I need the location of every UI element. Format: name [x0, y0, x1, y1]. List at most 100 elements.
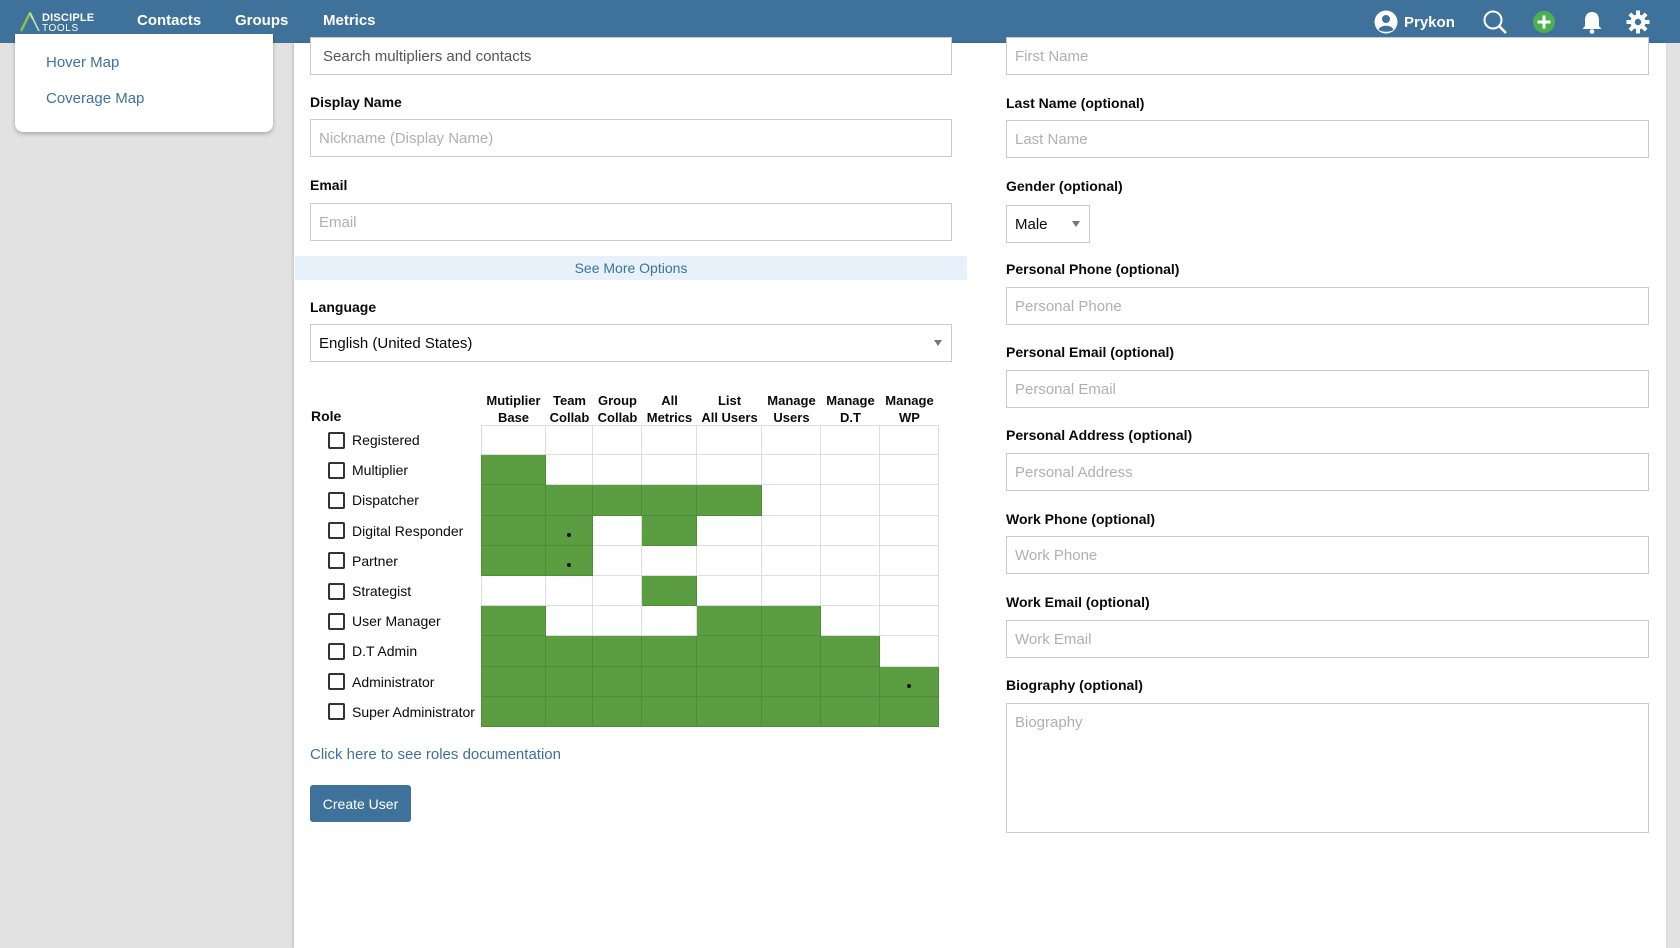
roles-documentation-link[interactable]: Click here to see roles documentation — [310, 746, 561, 763]
role-checkbox[interactable] — [328, 552, 345, 570]
nav-contacts[interactable]: Contacts — [137, 12, 202, 29]
role-checkbox[interactable] — [328, 431, 345, 449]
work-email-input[interactable]: Work Email — [1006, 620, 1649, 658]
role-checkbox[interactable] — [328, 612, 345, 630]
permission-cell — [880, 545, 939, 576]
role-column-header-line: List — [717, 393, 742, 408]
sidebar-item-hover-map[interactable]: Hover Map — [46, 54, 120, 71]
search-icon[interactable] — [1482, 9, 1508, 35]
permission-cell — [821, 696, 880, 727]
permission-cell — [593, 606, 642, 637]
biography-textarea[interactable]: Biography — [1006, 703, 1649, 833]
permission-cell — [880, 696, 939, 727]
permission-cell — [762, 455, 821, 486]
display-name-input[interactable]: Nickname (Display Name) — [310, 119, 952, 157]
permission-cell — [642, 606, 697, 637]
role-checkbox[interactable] — [328, 522, 345, 540]
last-name-label: Last Name (optional) — [1006, 95, 1145, 111]
permission-cell — [593, 425, 642, 456]
work-email-label: Work Email (optional) — [1006, 594, 1150, 610]
disciple-tools-logo[interactable]: DISCIPLE TOOLS — [20, 9, 94, 35]
permission-cell — [642, 696, 697, 727]
permission-cell — [697, 636, 762, 667]
permission-cell — [593, 485, 642, 516]
permission-cell — [697, 576, 762, 607]
role-checkbox[interactable] — [328, 673, 345, 691]
role-name: Multiplier — [352, 462, 409, 479]
permission-cell — [642, 636, 697, 667]
role-name: Strategist — [352, 583, 412, 599]
personal-phone-input[interactable]: Personal Phone — [1006, 287, 1649, 325]
role-column-header-line: Manage — [885, 393, 934, 408]
display-name-label: Display Name — [310, 94, 402, 110]
permission-cell — [697, 666, 762, 697]
permission-cell — [697, 696, 762, 727]
permission-cell — [880, 485, 939, 516]
role-row: Strategist — [328, 576, 411, 606]
permission-cell — [821, 636, 880, 667]
permission-cell — [880, 425, 939, 456]
role-column-header-line: Base — [497, 410, 530, 425]
permission-cell — [762, 485, 821, 516]
role-row: User Manager — [328, 606, 441, 636]
permission-cell — [546, 425, 593, 456]
permission-cell — [880, 515, 939, 546]
permission-cell — [762, 576, 821, 607]
role-checkbox[interactable] — [328, 461, 345, 479]
user-circle-icon — [1374, 10, 1398, 34]
email-input[interactable]: Email — [310, 203, 952, 241]
role-checkbox[interactable] — [328, 491, 345, 509]
permission-cell — [593, 666, 642, 697]
search-input[interactable]: Search multipliers and contacts — [310, 37, 952, 75]
permission-cell — [880, 636, 939, 667]
chevron-down-icon — [934, 340, 942, 346]
role-column-header-line: Group — [598, 393, 637, 408]
gender-select[interactable]: Male — [1006, 205, 1090, 243]
first-name-input[interactable]: First Name — [1006, 37, 1649, 75]
sidebar-item-coverage-map[interactable]: Coverage Map — [46, 90, 145, 107]
permission-cell — [821, 425, 880, 456]
permission-cell — [546, 545, 593, 576]
gear-icon[interactable] — [1625, 9, 1651, 35]
role-column-header: List All Users — [697, 392, 762, 426]
language-select[interactable]: English (United States) — [310, 324, 952, 362]
personal-email-input[interactable]: Personal Email — [1006, 370, 1649, 408]
permission-cell — [697, 515, 762, 546]
personal-address-input[interactable]: Personal Address — [1006, 453, 1649, 491]
permission-cell — [697, 425, 762, 456]
permission-cell — [546, 696, 593, 727]
permission-cell — [481, 455, 546, 486]
role-column-header-line: Mutiplier — [486, 393, 541, 408]
permission-cell — [642, 425, 697, 456]
permission-cell — [642, 485, 697, 516]
role-name: Registered — [352, 432, 420, 448]
permission-cell — [546, 455, 593, 486]
permission-cell — [642, 666, 697, 697]
role-label: Role — [311, 408, 342, 424]
work-phone-input[interactable]: Work Phone — [1006, 536, 1649, 574]
permission-cell — [546, 515, 593, 546]
role-column-header-line: Manage — [826, 393, 875, 408]
create-user-button[interactable]: Create User — [310, 785, 411, 822]
permission-cell — [593, 576, 642, 607]
permission-cell — [481, 545, 546, 576]
role-checkbox[interactable] — [328, 642, 345, 660]
role-column-header-line: All — [661, 393, 678, 408]
nav-metrics[interactable]: Metrics — [323, 12, 376, 29]
nav-groups[interactable]: Groups — [235, 12, 289, 29]
add-icon[interactable] — [1531, 9, 1557, 35]
user-menu[interactable]: Prykon — [1374, 10, 1455, 34]
logo-mark-icon — [20, 12, 40, 32]
role-checkbox[interactable] — [328, 582, 345, 600]
permission-cell — [880, 666, 939, 697]
language-value: English (United States) — [319, 334, 473, 352]
role-checkbox[interactable] — [328, 703, 345, 721]
role-column-header-line: WP — [899, 410, 920, 425]
permission-cell — [642, 576, 697, 607]
permission-cell — [546, 606, 593, 637]
see-more-options-button[interactable]: See More Options — [295, 256, 967, 280]
last-name-input[interactable]: Last Name — [1006, 120, 1649, 158]
bell-icon[interactable] — [1579, 9, 1605, 35]
permission-cell — [481, 636, 546, 667]
permission-cell — [821, 606, 880, 637]
